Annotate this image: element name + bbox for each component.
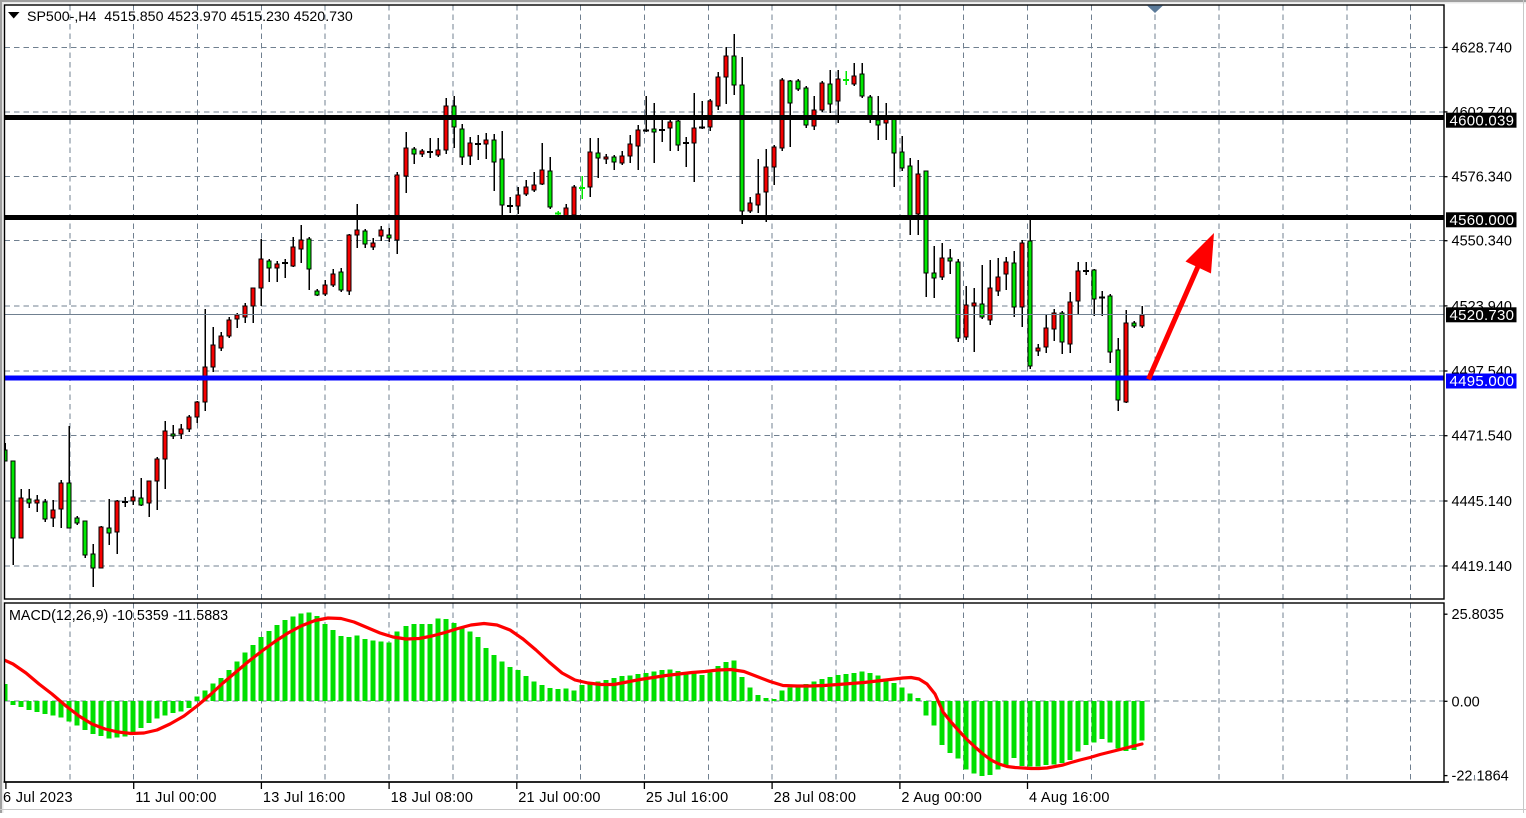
- svg-text:-22.1864: -22.1864: [1452, 769, 1509, 785]
- svg-text:4419.140: 4419.140: [1452, 559, 1512, 575]
- svg-text:25 Jul 16:00: 25 Jul 16:00: [646, 790, 729, 806]
- svg-text:0.00: 0.00: [1452, 694, 1480, 710]
- svg-text:4576.340: 4576.340: [1452, 170, 1512, 186]
- svg-text:13 Jul 16:00: 13 Jul 16:00: [263, 790, 346, 806]
- svg-text:4628.740: 4628.740: [1452, 40, 1512, 56]
- svg-text:4520.730: 4520.730: [1450, 307, 1515, 324]
- svg-text:18 Jul 08:00: 18 Jul 08:00: [391, 790, 474, 806]
- svg-text:4495.000: 4495.000: [1450, 373, 1515, 390]
- svg-text:25.8035: 25.8035: [1452, 607, 1504, 623]
- svg-text:4560.000: 4560.000: [1450, 212, 1515, 229]
- svg-text:SP500-,H4 4515.850 4523.970 4: SP500-,H4 4515.850 4523.970 4515.230 452…: [27, 9, 353, 25]
- svg-text:4471.540: 4471.540: [1452, 429, 1512, 445]
- svg-text:28 Jul 08:00: 28 Jul 08:00: [774, 790, 857, 806]
- svg-text:2 Aug 00:00: 2 Aug 00:00: [901, 790, 982, 806]
- svg-text:21 Jul 00:00: 21 Jul 00:00: [518, 790, 601, 806]
- svg-text:4445.140: 4445.140: [1452, 494, 1512, 510]
- svg-text:6 Jul 2023: 6 Jul 2023: [3, 790, 73, 806]
- svg-text:11 Jul 00:00: 11 Jul 00:00: [135, 790, 217, 806]
- svg-text:4600.039: 4600.039: [1450, 112, 1515, 129]
- svg-text:4550.340: 4550.340: [1452, 234, 1512, 250]
- svg-text:MACD(12,26,9) -10.5359 -11.588: MACD(12,26,9) -10.5359 -11.5883: [9, 608, 228, 624]
- svg-text:4 Aug 16:00: 4 Aug 16:00: [1029, 790, 1110, 806]
